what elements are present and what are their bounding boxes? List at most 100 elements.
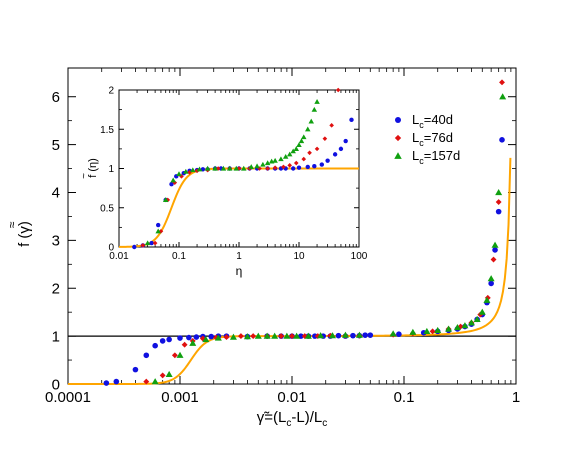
data-point-circle: [159, 338, 166, 344]
y-tick-label: 1: [108, 164, 114, 175]
data-point-triangle: [473, 315, 481, 322]
data-point-diamond: [171, 352, 178, 359]
data-point-circle: [298, 333, 304, 339]
data-point-circle: [499, 137, 505, 143]
data-point-diamond: [289, 333, 295, 340]
x-tick-label: 0.1: [394, 389, 415, 406]
legend-label: Lc=76d: [412, 130, 453, 148]
data-point-diamond: [143, 378, 150, 385]
data-point-triangle: [478, 308, 486, 315]
data-point-triangle: [254, 332, 262, 339]
data-point-circle: [169, 182, 174, 187]
data-point-triangle: [499, 93, 507, 100]
inset-data-points: [132, 87, 354, 250]
data-point-circle: [103, 380, 110, 386]
data-point-circle: [312, 163, 317, 169]
data-point-circle: [362, 332, 368, 338]
data-point-circle: [166, 336, 172, 343]
x-tick-label: 0.01: [109, 251, 129, 262]
y-tick-label: 2: [108, 86, 114, 97]
data-point-triangle: [282, 153, 289, 159]
data-point-circle: [488, 280, 494, 287]
data-point-circle: [338, 146, 344, 152]
data-point-diamond: [429, 328, 436, 335]
data-point-diamond: [265, 166, 270, 171]
data-point-triangle: [355, 331, 363, 338]
data-point-triangle: [263, 332, 271, 339]
main-x-axis: 0.0001 0.001 0.01 0.1 1: [45, 68, 520, 406]
data-point-circle: [325, 158, 330, 163]
data-point-diamond: [293, 160, 299, 166]
main-x-axis-label: γ̃=(Lc-L)/Lc: [257, 409, 327, 429]
data-point-diamond: [281, 164, 286, 170]
data-point-triangle: [155, 228, 161, 234]
data-point-triangle: [264, 160, 271, 166]
data-point-diamond: [278, 333, 285, 340]
data-point-triangle: [495, 188, 503, 196]
data-point-circle: [177, 335, 183, 341]
data-point-triangle: [311, 106, 318, 112]
data-point-diamond: [287, 163, 293, 168]
data-point-triangle: [293, 146, 300, 151]
y-tick-label: 1: [52, 328, 60, 345]
y-tick-label: 4: [52, 185, 60, 202]
data-point-diamond: [152, 240, 158, 246]
data-point-triangle: [176, 171, 182, 177]
data-point-circle: [193, 334, 200, 340]
data-point-triangle: [260, 161, 266, 167]
x-tick-label: 0.001: [161, 389, 199, 406]
data-point-triangle: [233, 165, 240, 171]
data-point-circle: [319, 162, 325, 167]
legend-marker-circle: [395, 117, 401, 123]
main-y-axis-label: f (γ) ≈: [5, 221, 33, 247]
main-y-axis-label-text: f (γ): [16, 221, 33, 247]
data-point-circle: [200, 167, 206, 172]
data-point-triangle: [165, 370, 173, 378]
main-y-axis: 0 1 2 3 4 5 6: [52, 89, 516, 393]
data-point-diamond: [322, 136, 328, 141]
x-tick-label: 1: [236, 251, 242, 262]
data-point-triangle: [151, 378, 159, 385]
y-tick-label: 5: [52, 137, 60, 154]
x-tick-label: 10: [293, 251, 305, 262]
data-point-circle: [349, 117, 354, 123]
data-point-triangle: [491, 241, 499, 248]
data-point-circle: [492, 247, 498, 253]
data-point-diamond: [307, 150, 312, 156]
data-point-triangle: [212, 165, 218, 171]
data-point-diamond: [237, 333, 244, 340]
x-tick-label: 0.0001: [45, 389, 91, 406]
inset-y-axis-label-tilde: ~: [79, 173, 90, 179]
y-tick-label: 3: [52, 233, 60, 250]
data-point-circle: [350, 332, 356, 339]
data-point-triangle: [341, 331, 349, 338]
data-point-triangle: [272, 157, 278, 163]
legend-label: Lc=157d: [412, 148, 460, 166]
y-tick-label: 2: [52, 280, 60, 297]
data-point-diamond: [165, 197, 171, 203]
data-point-triangle: [229, 333, 237, 340]
data-point-triangle: [314, 99, 320, 104]
data-point-triangle: [445, 325, 453, 332]
data-point-triangle: [296, 142, 302, 148]
data-point-circle: [396, 331, 402, 338]
data-point-circle: [208, 333, 215, 340]
data-point-triangle: [290, 148, 296, 154]
inset-x-axis: 0.01 0.1 1 10 100: [109, 90, 368, 262]
data-point-circle: [155, 222, 161, 228]
data-point-circle: [343, 138, 348, 144]
data-point-triangle: [190, 167, 196, 173]
data-point-circle: [335, 332, 342, 339]
data-point-triangle: [329, 332, 337, 339]
data-point-circle: [367, 332, 374, 338]
data-point-triangle: [144, 240, 151, 246]
data-point-triangle: [453, 324, 461, 331]
data-point-triangle: [305, 126, 311, 132]
x-tick-label: 1: [512, 389, 520, 406]
data-point-circle: [495, 208, 502, 215]
inset-y-axis-label: f (η) ~: [79, 158, 99, 179]
data-point-circle: [113, 378, 120, 385]
data-point-diamond: [329, 123, 334, 128]
